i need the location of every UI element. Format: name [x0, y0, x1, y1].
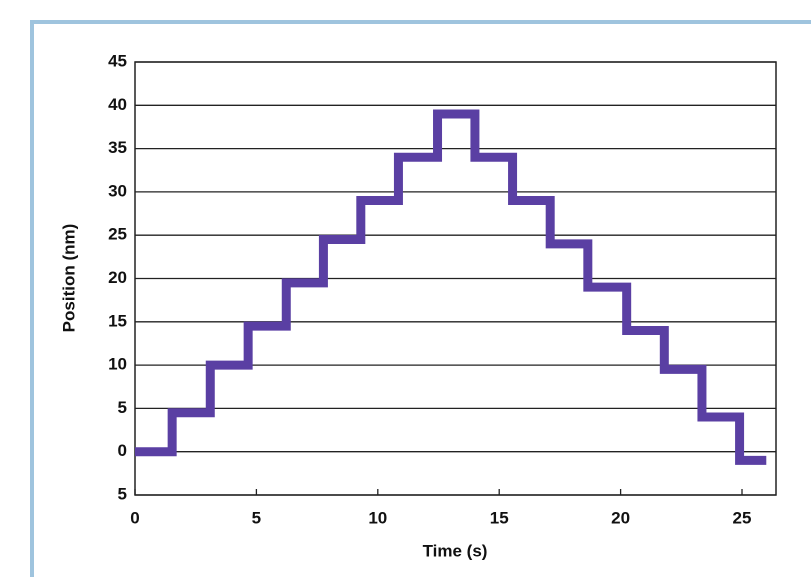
- y-tick-label: 20: [108, 268, 127, 287]
- y-tick-label: 45: [108, 51, 127, 70]
- y-tick-label: 5: [118, 484, 127, 503]
- x-tick-label: 25: [733, 508, 752, 527]
- y-tick-label: 10: [108, 355, 127, 374]
- y-tick-label: 0: [118, 441, 127, 460]
- frame: [30, 20, 811, 582]
- data-line: [135, 109, 767, 465]
- x-tick-label: 10: [368, 508, 387, 527]
- x-tick-label: 15: [490, 508, 509, 527]
- x-tick-label: 0: [130, 508, 139, 527]
- x-axis-label: Time (s): [423, 541, 488, 560]
- y-tick-label: 25: [108, 225, 127, 244]
- x-tick-label: 5: [252, 508, 261, 527]
- y-tick-label: 15: [108, 311, 127, 330]
- y-tick-label: 35: [108, 138, 127, 157]
- y-axis-label: Position (nm): [59, 224, 78, 333]
- y-tick-label: 40: [108, 95, 127, 114]
- y-tick-label: 30: [108, 181, 127, 200]
- y-tick-label: 5: [118, 398, 127, 417]
- x-tick-label: 20: [611, 508, 630, 527]
